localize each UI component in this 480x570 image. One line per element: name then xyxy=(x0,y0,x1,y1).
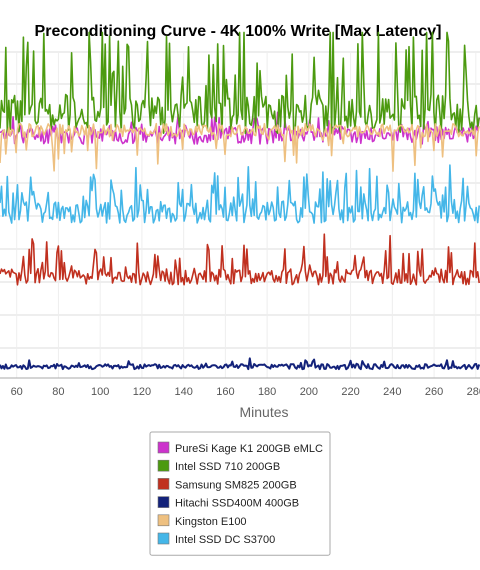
x-tick-label: 180 xyxy=(258,386,276,398)
x-axis-label: Minutes xyxy=(239,404,288,420)
legend-label: Samsung SM825 200GB xyxy=(175,479,297,491)
x-tick-label: 140 xyxy=(174,386,192,398)
x-tick-label: 200 xyxy=(300,386,318,398)
chart-title: Preconditioning Curve - 4K 100% Write [M… xyxy=(35,23,442,40)
x-tick-label: 220 xyxy=(341,386,359,398)
x-tick-label: 280 xyxy=(467,386,480,398)
legend-label: Kingston E100 xyxy=(175,516,247,528)
x-tick-label: 240 xyxy=(383,386,401,398)
legend-box xyxy=(149,431,331,556)
legend: PureSi Kage K1 200GB eMLC Intel SSD 710 2… xyxy=(149,431,331,556)
plot-area xyxy=(0,31,480,379)
legend-label: Hitachi SSD400M 400GB xyxy=(175,498,299,510)
x-tick-label: 60 xyxy=(11,386,23,398)
x-tick-label: 260 xyxy=(425,386,443,398)
legend-label: Intel SSD DC S3700 xyxy=(175,534,275,546)
x-tick-label: 80 xyxy=(52,386,64,398)
x-tick-label: 160 xyxy=(216,386,234,398)
legend-swatch xyxy=(157,459,170,472)
series-line xyxy=(0,164,480,224)
legend-swatch xyxy=(157,532,170,545)
legend-swatch xyxy=(157,514,170,527)
x-axis-ticks: 60 80 100 120 140 160 180 200 220 240 260 280 xyxy=(11,386,480,398)
series-line xyxy=(0,357,480,371)
x-tick-label: 100 xyxy=(91,386,109,398)
series-line xyxy=(0,122,480,172)
series-line xyxy=(0,31,480,135)
series-line xyxy=(0,233,480,286)
legend-label: Intel SSD 710 200GB xyxy=(175,461,280,473)
legend-swatch xyxy=(157,441,170,454)
legend-swatch xyxy=(157,478,170,490)
x-tick-label: 120 xyxy=(133,386,151,398)
legend-label: PureSi Kage K1 200GB eMLC xyxy=(175,443,323,455)
legend-swatch xyxy=(157,496,170,508)
